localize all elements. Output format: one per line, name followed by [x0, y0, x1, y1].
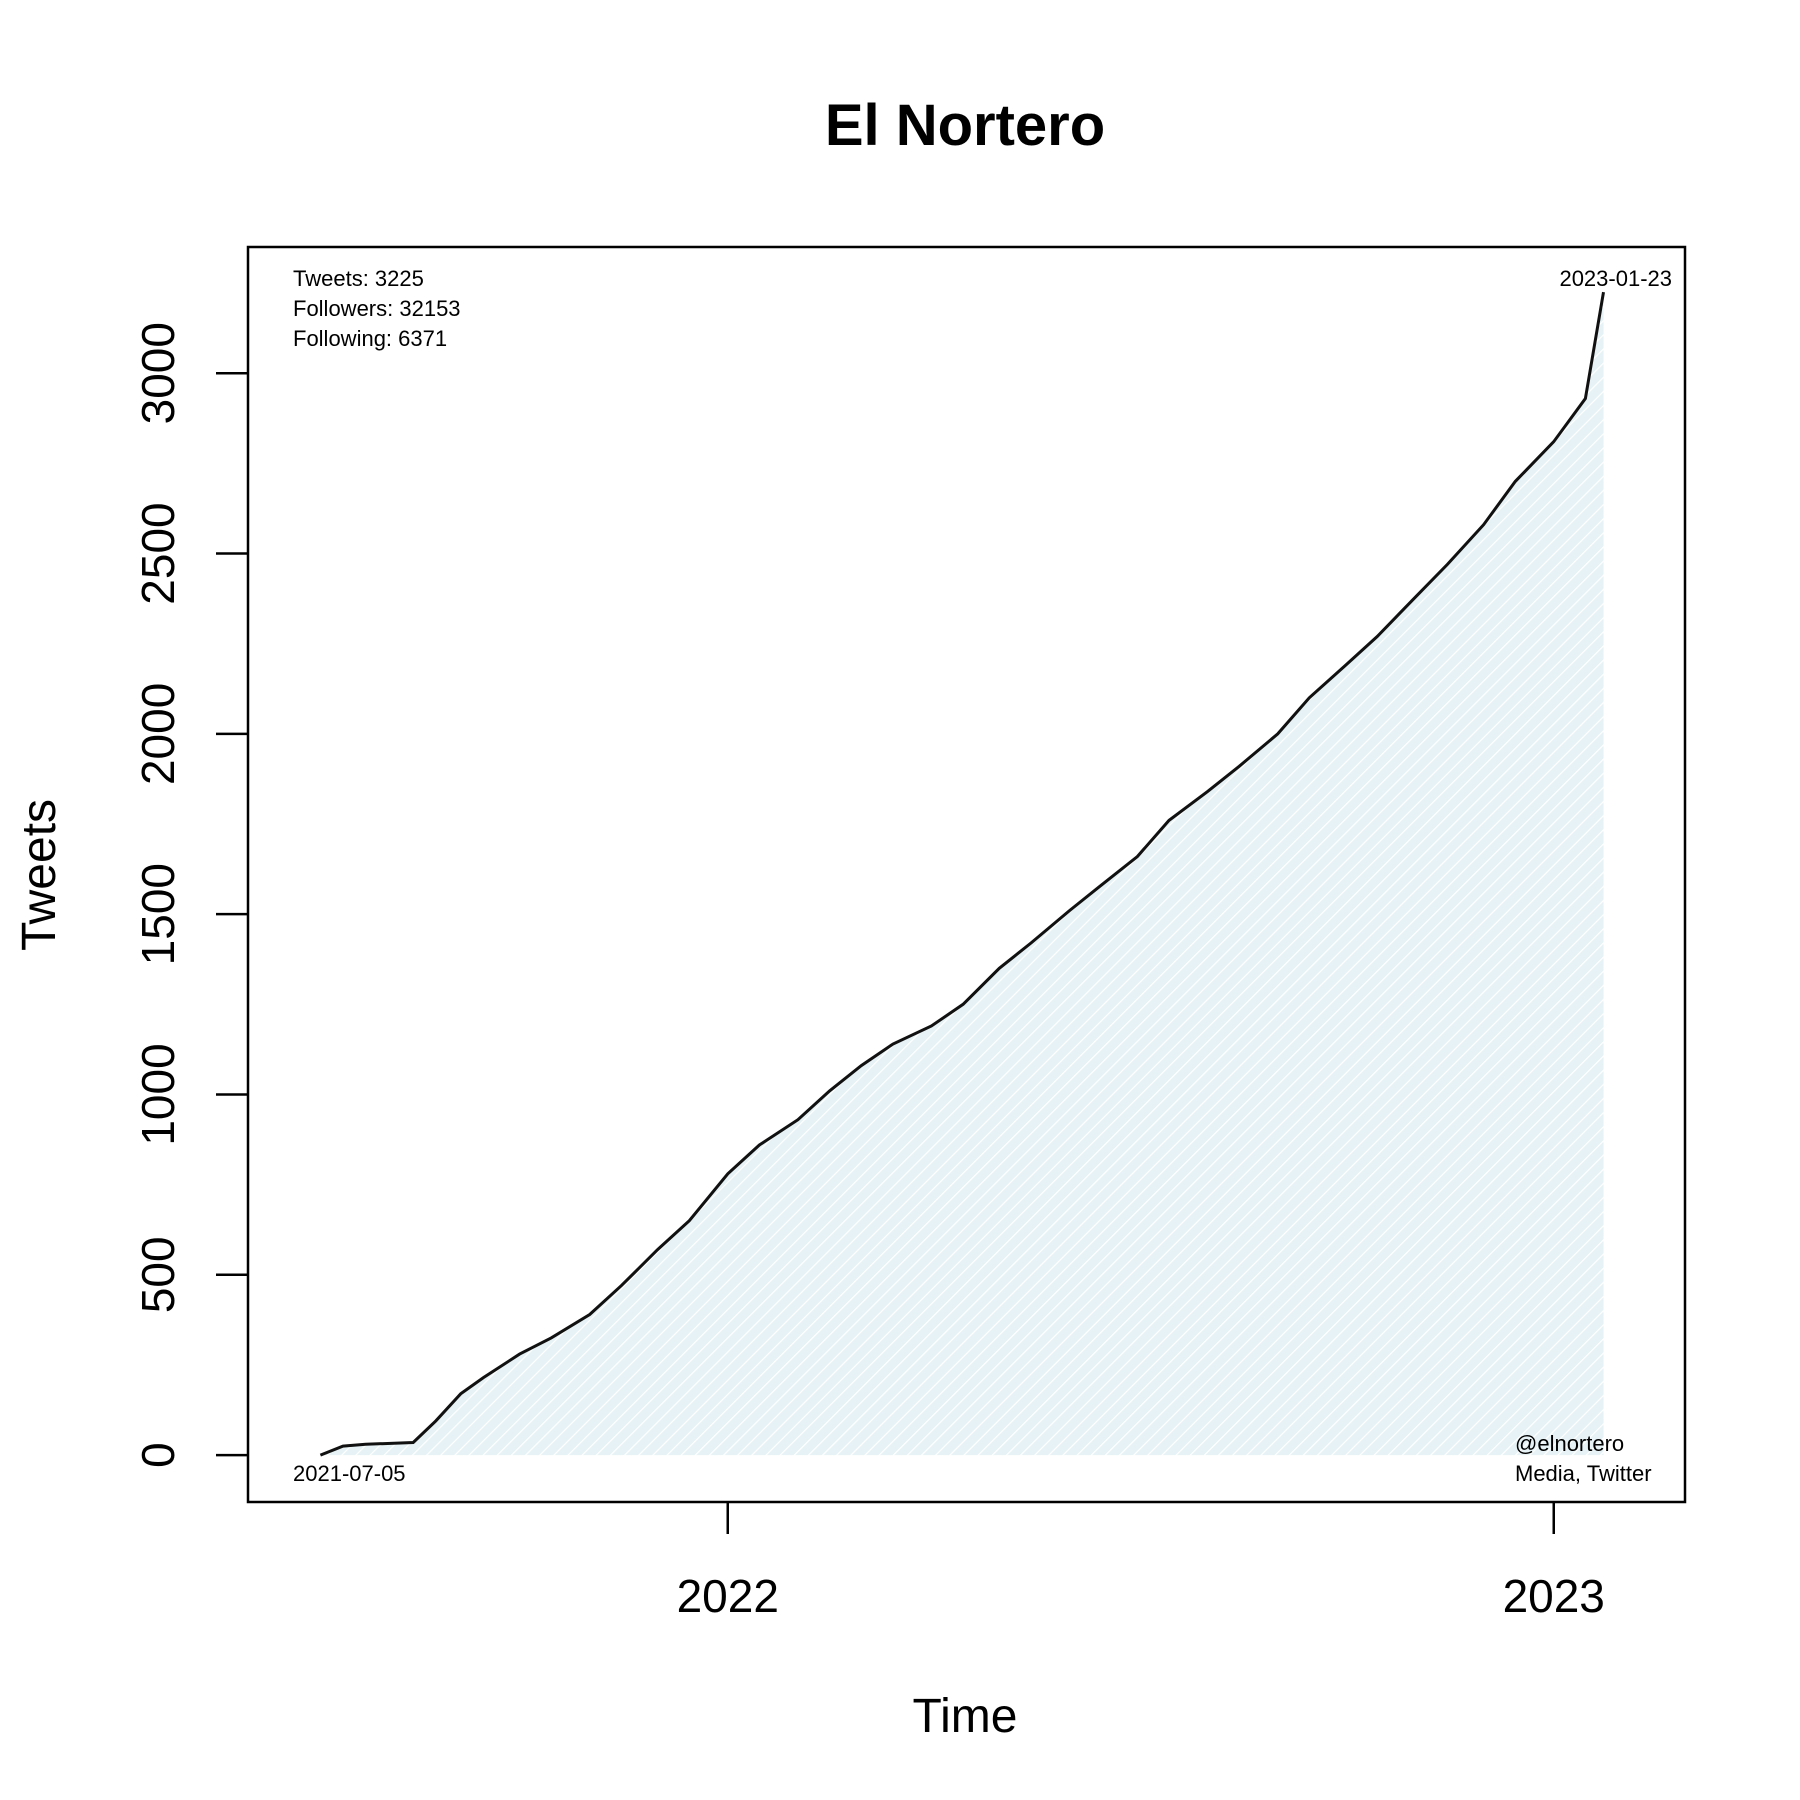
y-axis-label: Tweets — [13, 799, 66, 951]
x-axis: 2022 2023 — [677, 1502, 1605, 1622]
y-tick-label: 1000 — [132, 1043, 184, 1145]
followers-stat: Followers: 32153 — [293, 296, 461, 321]
x-tick-label: 2022 — [677, 1570, 779, 1622]
following-stat: Following: 6371 — [293, 326, 447, 351]
y-tick-label: 2000 — [132, 683, 184, 785]
y-tick-label: 1500 — [132, 863, 184, 965]
tweets-stat: Tweets: 3225 — [293, 266, 424, 291]
x-axis-label: Time — [913, 1690, 1018, 1743]
area-fill — [320, 292, 1604, 1456]
start-date-label: 2021-07-05 — [293, 1461, 406, 1486]
y-axis: 0 500 1000 1500 2000 2500 3000 — [132, 322, 248, 1468]
plot-frame — [246, 245, 1687, 1504]
credit-handle: @elnortero — [1515, 1431, 1624, 1456]
x-tick-label: 2023 — [1503, 1570, 1605, 1622]
y-tick-label: 3000 — [132, 322, 184, 424]
y-tick-label: 0 — [132, 1442, 184, 1468]
series-line-tweets — [319, 291, 1605, 1457]
chart-title: El Nortero — [825, 93, 1105, 158]
y-tick-label: 500 — [132, 1236, 184, 1313]
credit-source: Media, Twitter — [1515, 1461, 1652, 1486]
y-tick-label: 2500 — [132, 502, 184, 604]
end-date-label: 2023-01-23 — [1559, 266, 1672, 291]
